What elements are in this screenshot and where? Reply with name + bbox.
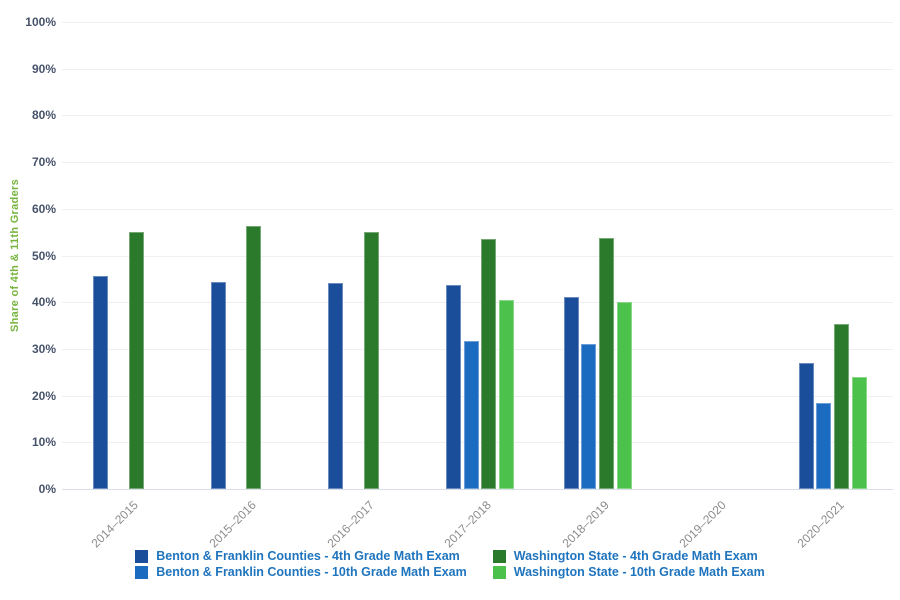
gridline [62, 255, 893, 257]
gridline [62, 115, 893, 117]
y-axis-tick-label: 80% [31, 108, 56, 123]
y-axis-tick-label: 20% [31, 388, 56, 403]
y-axis-tick-label: 10% [31, 435, 56, 450]
legend-item[interactable]: Washington State - 10th Grade Math Exam [492, 565, 765, 579]
gridline [62, 68, 893, 70]
x-axis-tick-label: 2014–2015 [88, 498, 142, 551]
bar[interactable] [798, 362, 814, 489]
bar-group [798, 22, 868, 489]
x-axis-tick-label: 2015–2016 [206, 498, 259, 551]
y-axis-tick-label: 0% [38, 482, 56, 496]
legend-swatch-icon [135, 549, 149, 563]
bar-group [445, 22, 515, 489]
bar[interactable] [581, 343, 597, 489]
bar[interactable] [481, 238, 497, 489]
bar[interactable] [128, 231, 144, 489]
bar-group [93, 22, 162, 489]
legend-swatch-icon [135, 565, 149, 579]
x-axis-tick-label: 2020–2021 [794, 498, 847, 551]
gridline [62, 22, 893, 23]
x-axis-tick-label: 2019–2020 [676, 498, 730, 551]
legend-swatch-icon [492, 565, 506, 579]
legend-swatch-icon [492, 549, 506, 563]
x-axis-tick-label: 2017–2018 [441, 498, 494, 551]
bar[interactable] [852, 376, 868, 489]
bar[interactable] [463, 340, 479, 489]
legend-item[interactable]: Washington State - 4th Grade Math Exam [492, 549, 765, 563]
gridline [62, 162, 893, 164]
y-axis-tick-label: 90% [31, 61, 56, 76]
legend-label: Washington State - 4th Grade Math Exam [513, 549, 758, 563]
legend-item[interactable]: Benton & Franklin Counties - 10th Grade … [135, 565, 467, 579]
y-axis-tick-label: 50% [31, 248, 56, 263]
legend-label: Washington State - 10th Grade Math Exam [513, 565, 765, 579]
bar[interactable] [499, 300, 515, 489]
bar[interactable] [816, 403, 832, 489]
legend-label: Benton & Franklin Counties - 10th Grade … [156, 565, 467, 579]
bar-group [210, 22, 280, 489]
x-axis-tick-label: 2018–2019 [559, 498, 612, 551]
legend-column: Washington State - 4th Grade Math Exam Wa… [492, 549, 765, 579]
bar-group [328, 22, 397, 489]
bar[interactable] [328, 282, 344, 489]
gridline [62, 489, 893, 490]
gridline [62, 208, 893, 210]
legend-column: Benton & Franklin Counties - 4th Grade M… [135, 549, 467, 579]
bar[interactable] [363, 231, 379, 489]
plot-area [62, 22, 893, 490]
y-axis-tick-label: 100% [25, 15, 56, 29]
bar[interactable] [834, 323, 850, 489]
x-axis-tick-label: 2016–2017 [324, 498, 377, 551]
y-axis-tick-label: 60% [31, 201, 56, 216]
y-axis-tick-label: 70% [31, 155, 56, 170]
bar[interactable] [563, 296, 579, 489]
bar-group [563, 22, 633, 489]
legend: Benton & Franklin Counties - 4th Grade M… [0, 549, 900, 579]
gridline [62, 302, 893, 304]
bar[interactable] [93, 276, 109, 489]
y-axis-tick-label: 30% [31, 341, 56, 356]
y-axis-tick-label: 40% [31, 295, 56, 310]
bar[interactable] [599, 237, 615, 489]
bar[interactable] [445, 284, 461, 489]
bar[interactable] [246, 226, 262, 489]
bar-group [681, 22, 750, 489]
bar[interactable] [616, 302, 632, 489]
legend-label: Benton & Franklin Counties - 4th Grade M… [156, 549, 460, 563]
legend-item[interactable]: Benton & Franklin Counties - 4th Grade M… [135, 549, 466, 563]
bar[interactable] [210, 282, 226, 489]
